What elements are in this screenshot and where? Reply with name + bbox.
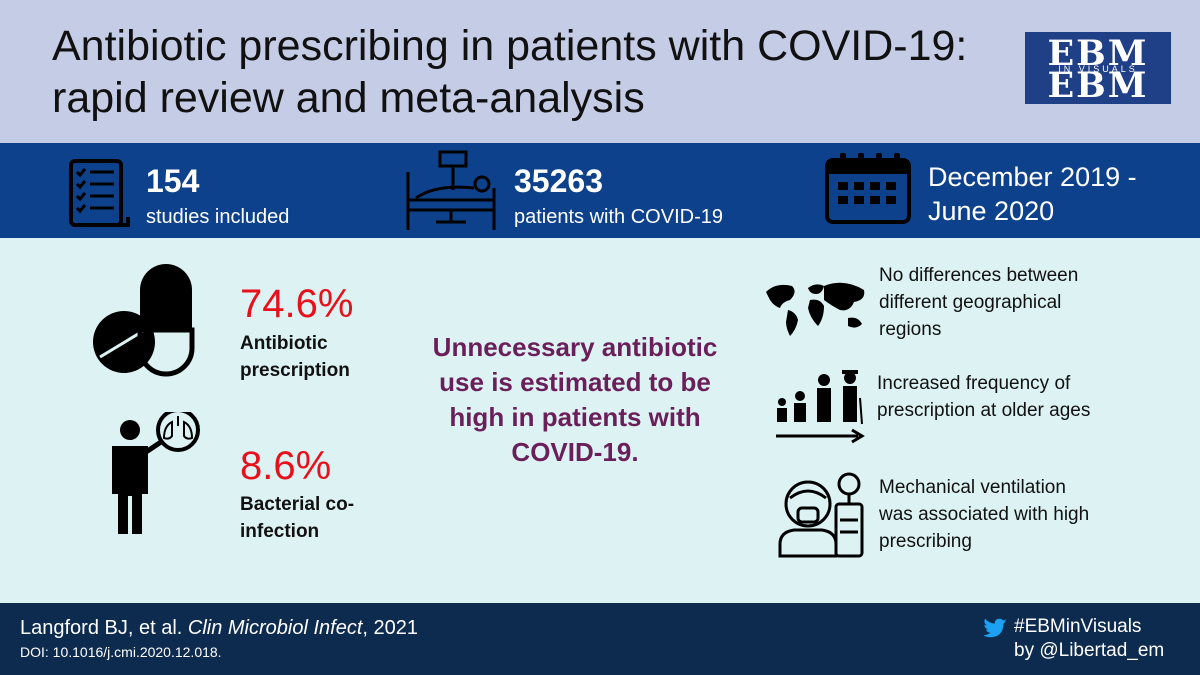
antibiotic-rate: 74.6% bbox=[240, 282, 354, 326]
conclusion-line-2: use is estimated to be bbox=[439, 367, 711, 397]
author-handle[interactable]: by @Libertad_em bbox=[1014, 640, 1165, 661]
ventilation-note-line-2: was associated with high bbox=[879, 504, 1090, 525]
header-banner bbox=[0, 0, 1200, 143]
patient-lungs-icon bbox=[112, 412, 200, 534]
ventilation-note-line-3: prescribing bbox=[879, 531, 972, 552]
coinfection-label-line-2: infection bbox=[240, 521, 320, 542]
geography-note-line-2: different geographical bbox=[879, 292, 1062, 313]
pill-icon bbox=[93, 264, 195, 377]
study-period-end: June 2020 bbox=[928, 196, 1055, 226]
study-period-start: December 2019 - bbox=[928, 162, 1137, 192]
ventilation-note: Mechanical ventilation was associated wi… bbox=[879, 474, 1089, 555]
citation-year: , 2021 bbox=[362, 617, 419, 639]
coinfection-rate: 8.6% bbox=[240, 444, 332, 488]
stats-bar bbox=[0, 143, 1200, 238]
hospital-bed-icon bbox=[406, 150, 496, 230]
title-line-2: rapid review and meta-analysis bbox=[52, 74, 645, 122]
antibiotic-label-line-1: Antibiotic bbox=[240, 333, 328, 354]
conclusion-line-3: high in patients with bbox=[449, 402, 701, 432]
patients-label: patients with COVID-19 bbox=[514, 206, 723, 228]
footer-bar bbox=[0, 603, 1200, 675]
hashtag[interactable]: #EBMinVisuals bbox=[1014, 616, 1142, 637]
age-note-line-2: prescription at older ages bbox=[877, 400, 1091, 421]
geography-note-line-3: regions bbox=[879, 319, 942, 340]
coinfection-label: Bacterial co- infection bbox=[240, 491, 354, 545]
age-note: Increased frequency of prescription at o… bbox=[877, 370, 1090, 424]
world-map-icon bbox=[766, 282, 865, 336]
studies-label: studies included bbox=[146, 206, 290, 228]
ventilator-icon bbox=[778, 472, 864, 558]
age-progression-icon bbox=[776, 370, 865, 444]
checklist-icon bbox=[69, 159, 130, 227]
title-line-1: Antibiotic prescribing in patients with … bbox=[52, 22, 968, 70]
geography-note: No differences between different geograp… bbox=[879, 262, 1078, 343]
conclusion-text: Unnecessary antibiotic use is estimated … bbox=[420, 330, 730, 470]
citation-journal: Clin Microbiol Infect bbox=[187, 617, 363, 639]
patients-count: 35263 bbox=[514, 163, 603, 199]
ventilation-note-line-1: Mechanical ventilation bbox=[879, 477, 1066, 498]
citation-authors: Langford BJ, et al. bbox=[20, 617, 188, 639]
conclusion-line-4: COVID-19. bbox=[511, 437, 639, 467]
antibiotic-label: Antibiotic prescription bbox=[240, 330, 350, 384]
calendar-icon bbox=[825, 153, 911, 224]
page-title: Antibiotic prescribing in patients with … bbox=[52, 20, 1002, 124]
twitter-bird-icon bbox=[984, 618, 1007, 638]
conclusion-line-1: Unnecessary antibiotic bbox=[432, 332, 718, 362]
citation: Langford BJ, et al. Clin Microbiol Infec… bbox=[20, 617, 418, 640]
logo-text-top: EBM bbox=[1047, 33, 1149, 74]
study-period: December 2019 - June 2020 bbox=[928, 160, 1137, 228]
logo-subtext: IN VISUALS bbox=[1058, 64, 1138, 74]
age-note-line-1: Increased frequency of bbox=[877, 373, 1071, 394]
antibiotic-label-line-2: prescription bbox=[240, 360, 350, 381]
geography-note-line-1: No differences between bbox=[879, 265, 1079, 286]
coinfection-label-line-1: Bacterial co- bbox=[240, 494, 355, 515]
logo-text-bottom: EBM bbox=[1047, 65, 1149, 106]
studies-count: 154 bbox=[146, 163, 200, 199]
doi: DOI: 10.1016/j.cmi.2020.12.018. bbox=[20, 644, 222, 660]
ebm-logo: EBM IN VISUALS EBM bbox=[1025, 32, 1171, 104]
